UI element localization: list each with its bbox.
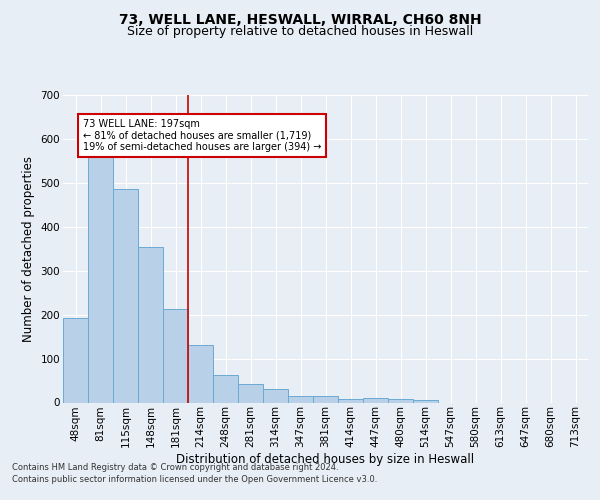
Bar (213, 376, 238, 402)
Bar (163, 309, 188, 402)
Bar (313, 396, 338, 402)
Text: 73 WELL LANE: 197sqm
← 81% of detached houses are smaller (1,719)
19% of semi-de: 73 WELL LANE: 197sqm ← 81% of detached h… (83, 119, 322, 152)
Bar (63, 318, 88, 402)
Text: Contains HM Land Registry data © Crown copyright and database right 2024.: Contains HM Land Registry data © Crown c… (12, 462, 338, 471)
Bar (363, 398, 388, 402)
Bar (188, 346, 213, 403)
Bar (413, 400, 438, 402)
Bar (263, 389, 288, 402)
Text: 73, WELL LANE, HESWALL, WIRRAL, CH60 8NH: 73, WELL LANE, HESWALL, WIRRAL, CH60 8NH (119, 12, 481, 26)
Y-axis label: Number of detached properties: Number of detached properties (22, 156, 35, 342)
Bar (88, 148, 113, 402)
Bar (338, 398, 363, 402)
Text: Contains public sector information licensed under the Open Government Licence v3: Contains public sector information licen… (12, 475, 377, 484)
Bar (288, 396, 313, 402)
X-axis label: Distribution of detached houses by size in Heswall: Distribution of detached houses by size … (176, 453, 475, 466)
Bar (138, 248, 163, 402)
Bar (113, 190, 138, 402)
Bar (238, 384, 263, 402)
Bar (388, 398, 413, 402)
Text: Size of property relative to detached houses in Heswall: Size of property relative to detached ho… (127, 25, 473, 38)
